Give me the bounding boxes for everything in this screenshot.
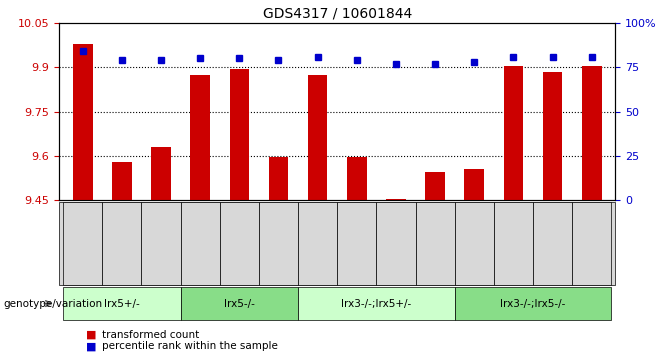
Bar: [308, 75, 328, 354]
Bar: [112, 162, 132, 354]
Text: genotype/variation: genotype/variation: [3, 298, 103, 309]
Text: transformed count: transformed count: [102, 330, 199, 339]
Bar: [543, 72, 563, 354]
Bar: [230, 69, 249, 354]
Bar: [347, 157, 367, 354]
Bar: [582, 66, 601, 354]
Bar: [503, 66, 523, 354]
Text: lrx3-/-;lrx5-/-: lrx3-/-;lrx5-/-: [500, 298, 566, 309]
Text: ■: ■: [86, 341, 96, 351]
Text: lrx5-/-: lrx5-/-: [224, 298, 255, 309]
Bar: [425, 172, 445, 354]
Bar: [386, 199, 406, 354]
Text: percentile rank within the sample: percentile rank within the sample: [102, 341, 278, 351]
Bar: [151, 147, 171, 354]
Text: ■: ■: [86, 330, 96, 339]
Text: lrx5+/-: lrx5+/-: [104, 298, 139, 309]
Bar: [190, 75, 210, 354]
Bar: [268, 157, 288, 354]
Bar: [465, 169, 484, 354]
Title: GDS4317 / 10601844: GDS4317 / 10601844: [263, 6, 412, 21]
Bar: [73, 44, 93, 354]
Text: lrx3-/-;lrx5+/-: lrx3-/-;lrx5+/-: [342, 298, 411, 309]
